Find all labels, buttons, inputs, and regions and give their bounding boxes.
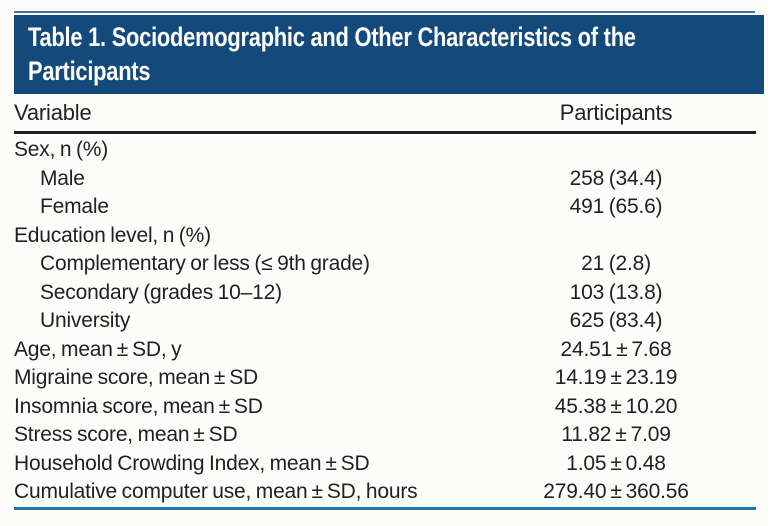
table-row: Age, mean ± SD, y 24.51 ± 7.68 — [14, 336, 756, 365]
column-header-variable: Variable — [14, 99, 92, 125]
row-label: Insomnia score, mean ± SD — [14, 394, 263, 418]
table-row: Complementary or less (≤ 9th grade) 21 (… — [14, 250, 756, 279]
table-row: Stress score, mean ± SD 11.82 ± 7.09 — [14, 421, 756, 450]
row-value: 103 (13.8) — [569, 280, 663, 304]
row-value: 14.19 ± 23.19 — [554, 366, 678, 390]
table-row: Male 258 (34.4) — [14, 165, 756, 194]
table-title-line-2: Participants — [28, 56, 151, 86]
header-separator-rule — [14, 131, 756, 134]
row-value: 24.51 ± 7.68 — [560, 337, 672, 361]
column-header-participants: Participants — [559, 99, 673, 125]
row-label: Education level, n (%) — [14, 223, 211, 247]
row-value: 1.05 ± 0.48 — [566, 451, 666, 475]
row-label: Cumulative computer use, mean ± SD, hour… — [14, 480, 418, 504]
table-body: Sex, n (%) Male 258 (34.4) Female 491 (6… — [14, 134, 756, 507]
table-row: Education level, n (%) — [14, 222, 756, 251]
row-label: Stress score, mean ± SD — [14, 423, 238, 447]
top-rule — [14, 11, 755, 13]
row-label: Sex, n (%) — [14, 138, 109, 162]
table-row: Household Crowding Index, mean ± SD 1.05… — [14, 450, 756, 479]
row-value: 45.38 ± 10.20 — [554, 394, 678, 418]
table-row: Migraine score, mean ± SD 14.19 ± 23.19 — [14, 364, 756, 393]
row-value: 11.82 ± 7.09 — [561, 423, 671, 447]
table-row: Insomnia score, mean ± SD 45.38 ± 10.20 — [14, 393, 756, 422]
row-value: 279.40 ± 360.56 — [543, 480, 689, 504]
row-label: Female — [40, 195, 109, 219]
table-row: Sex, n (%) — [14, 136, 756, 165]
bottom-rule — [14, 506, 756, 510]
row-label: Secondary (grades 10–12) — [40, 280, 282, 304]
row-label: Age, mean ± SD, y — [14, 337, 182, 361]
table-row: University 625 (83.4) — [14, 307, 756, 336]
row-value: 625 (83.4) — [569, 309, 663, 333]
row-label: Complementary or less (≤ 9th grade) — [40, 252, 370, 276]
row-label: Migraine score, mean ± SD — [14, 366, 259, 390]
column-header-row: Variable Participants — [14, 94, 756, 131]
row-value: 21 (2.8) — [581, 252, 651, 276]
row-label: University — [40, 309, 131, 333]
row-label: Household Crowding Index, mean ± SD — [14, 451, 370, 475]
table-title-banner: Table 1. Sociodemographic and Other Char… — [14, 15, 764, 94]
table-row: Female 491 (65.6) — [14, 193, 756, 222]
row-value: 258 (34.4) — [569, 166, 663, 190]
row-value: 491 (65.6) — [569, 195, 663, 219]
row-label: Male — [40, 166, 85, 190]
table-title-line-1: Table 1. Sociodemographic and Other Char… — [28, 22, 636, 52]
table-row: Secondary (grades 10–12) 103 (13.8) — [14, 279, 756, 308]
table-row: Cumulative computer use, mean ± SD, hour… — [14, 478, 756, 507]
table-figure: Table 1. Sociodemographic and Other Char… — [14, 11, 764, 510]
